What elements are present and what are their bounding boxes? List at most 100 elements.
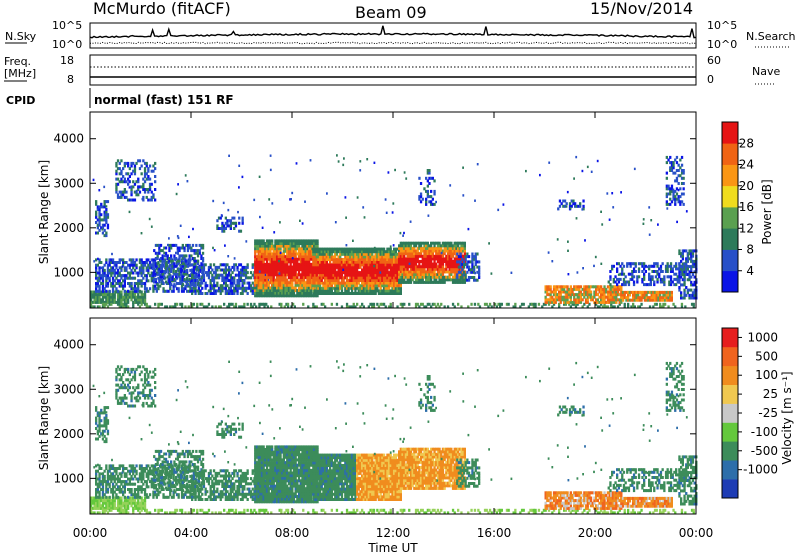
scatter-cell <box>225 266 227 269</box>
scatter-cell <box>312 303 314 306</box>
scatter-cell <box>650 281 652 284</box>
scatter-cell <box>178 257 180 260</box>
scatter-cell <box>263 260 265 263</box>
scatter-cell <box>120 282 122 285</box>
scatter-cell <box>633 281 635 284</box>
scatter-cell <box>337 279 339 282</box>
scatter-cell <box>152 268 154 270</box>
scatter-cell <box>218 276 220 279</box>
scatter-cell <box>593 296 595 299</box>
scatter-cell <box>632 303 634 306</box>
scatter-cell <box>450 257 452 260</box>
scatter-cell <box>175 265 177 268</box>
scatter-cell <box>643 278 645 281</box>
scatter-cell <box>466 271 468 274</box>
scatter-cell <box>129 167 131 170</box>
scatter-cell <box>189 260 191 263</box>
scatter-cell <box>189 262 191 265</box>
scatter-cell <box>331 253 333 256</box>
scatter-cell <box>331 284 333 287</box>
scatter-cell <box>127 183 129 186</box>
scatter-cell <box>468 279 470 282</box>
scatter-cell <box>122 258 124 261</box>
scatter-cell <box>463 260 465 263</box>
scatter-cell <box>675 265 677 268</box>
scatter-cell <box>195 244 197 247</box>
scatter-cell <box>98 279 100 282</box>
scatter-cell <box>645 265 647 268</box>
scatter-cell <box>420 193 422 196</box>
scatter-cell <box>680 291 682 294</box>
scatter-cell <box>165 247 167 250</box>
scatter-cell <box>144 264 146 267</box>
scatter-cell <box>609 275 611 278</box>
scatter-cell <box>194 292 196 295</box>
scatter-cell <box>250 303 252 306</box>
scatter-cell <box>685 294 687 297</box>
scatter-cell <box>137 178 139 181</box>
station-title: McMurdo (fitACF) <box>93 0 231 18</box>
scatter-cell <box>147 290 149 293</box>
scatter-cell <box>299 220 301 222</box>
scatter-cell <box>230 287 232 290</box>
scatter-cell <box>670 278 672 281</box>
scatter-cell <box>119 162 121 165</box>
scatter-cell <box>433 193 435 196</box>
scatter-cell <box>511 272 513 274</box>
scatter-cell <box>609 278 611 281</box>
scatter-cell <box>621 267 623 270</box>
scatter-cell <box>165 262 167 265</box>
scatter-cell <box>127 290 129 293</box>
scatter-cell <box>183 290 185 293</box>
scatter-cell <box>418 263 420 266</box>
scatter-cell <box>243 282 245 285</box>
scatter-cell <box>358 282 360 285</box>
scatter-cell <box>160 278 162 281</box>
scatter-cell <box>201 282 203 285</box>
scatter-cell <box>662 262 664 265</box>
scatter-cell <box>337 289 339 292</box>
scatter-cell <box>667 270 669 273</box>
scatter-cell <box>144 170 146 173</box>
scatter-cell <box>422 278 424 281</box>
scatter-cell <box>231 271 233 274</box>
scatter-cell <box>114 285 116 288</box>
scatter-cell <box>322 303 324 306</box>
scatter-cell <box>312 287 314 290</box>
scatter-cell <box>233 269 235 272</box>
scatter-cell <box>185 273 187 276</box>
scatter-cell <box>107 213 109 216</box>
scatter-cell <box>105 232 107 235</box>
scatter-cell <box>225 271 227 274</box>
scatter-cell <box>680 294 682 297</box>
scatter-cell <box>676 179 678 182</box>
scatter-cell <box>682 252 684 255</box>
scatter-cell <box>130 165 132 168</box>
scatter-cell <box>125 274 127 277</box>
scatter-cell <box>685 249 687 252</box>
scatter-cell <box>105 290 107 293</box>
scatter-cell <box>240 230 242 233</box>
scatter-cell <box>130 188 132 191</box>
scatter-cell <box>208 269 210 272</box>
noise-search-label: N.Search <box>746 30 796 43</box>
freq-panel-frame <box>90 55 696 85</box>
scatter-cell <box>115 172 117 175</box>
scatter-cell <box>643 262 645 265</box>
scatter-cell <box>692 252 694 255</box>
scatter-cell <box>177 262 179 265</box>
scatter-cell <box>331 289 333 292</box>
scatter-cell <box>478 276 480 279</box>
scatter-cell <box>662 270 664 273</box>
scatter-cell <box>191 292 193 295</box>
scatter-cell <box>647 266 649 268</box>
scatter-cell <box>134 277 136 280</box>
scatter-cell <box>417 303 419 306</box>
scatter-cell <box>582 205 584 208</box>
scatter-cell <box>627 296 629 299</box>
scatter-cell <box>240 263 242 266</box>
scatter-cell <box>98 221 100 224</box>
scatter-cell <box>430 190 432 193</box>
scatter-cell <box>615 301 617 304</box>
scatter-cell <box>441 252 443 254</box>
